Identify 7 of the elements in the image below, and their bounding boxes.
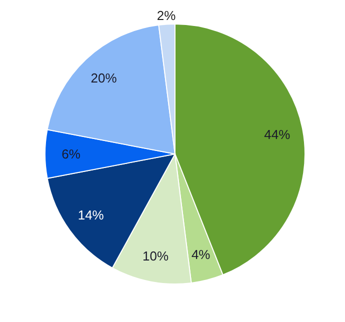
data-label: 14%	[78, 208, 104, 223]
data-label: 20%	[90, 70, 118, 86]
data-label: 4%	[191, 247, 211, 262]
data-label: 6%	[62, 146, 81, 162]
data-label: 2%	[156, 8, 176, 23]
data-label: 10%	[142, 248, 169, 264]
data-label: 44%	[264, 127, 291, 142]
